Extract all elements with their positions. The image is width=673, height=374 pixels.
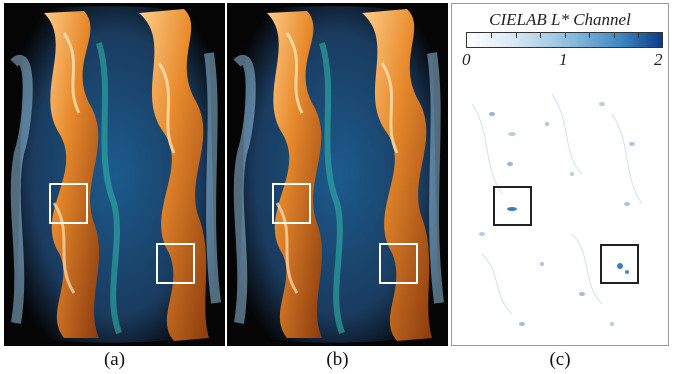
render-panel-a xyxy=(4,3,225,346)
zoom-box-b-1 xyxy=(272,183,311,224)
colorbar-tick xyxy=(516,33,517,38)
caption-a: (a) xyxy=(103,349,126,370)
colorbar xyxy=(466,32,663,48)
zoom-box-a-1 xyxy=(49,183,88,224)
render-panel-b xyxy=(227,3,448,346)
colorbar-tick xyxy=(540,33,541,38)
colorbar-label-1: 1 xyxy=(559,50,568,69)
zoom-box-b-2 xyxy=(379,243,418,284)
caption-b: (b) xyxy=(326,349,349,370)
colorbar-tick xyxy=(491,33,492,38)
zoom-box-c-1 xyxy=(493,186,532,226)
difference-map-panel: CIELAB L* Channel 0 1 2 xyxy=(451,3,669,346)
colorbar-tick xyxy=(638,33,639,38)
zoom-box-c-2 xyxy=(600,244,639,284)
zoom-box-a-2 xyxy=(156,243,195,284)
colorbar-tick xyxy=(614,33,615,38)
colorbar-label-0: 0 xyxy=(462,50,471,69)
colorbar-label-2: 2 xyxy=(654,50,663,69)
volume-render-image-a xyxy=(4,3,225,346)
difference-map-image xyxy=(471,93,643,326)
colorbar-tick xyxy=(589,33,590,38)
colorbar-title: CIELAB L* Channel xyxy=(489,10,631,29)
colorbar-tick xyxy=(565,33,566,38)
caption-c: (c) xyxy=(549,349,571,370)
volume-render-image-b xyxy=(227,3,448,346)
